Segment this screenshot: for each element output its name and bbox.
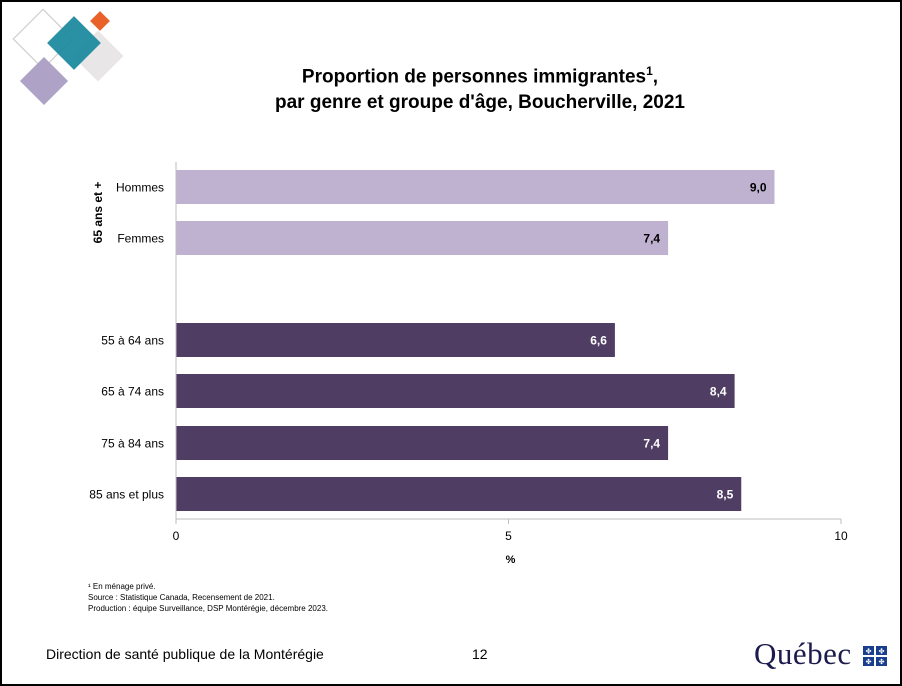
- svg-text:✤: ✤: [879, 648, 885, 656]
- category-label-2: 55 à 64 ans: [101, 334, 164, 348]
- x-axis-label: %: [506, 554, 516, 566]
- logo-purple-square: [19, 56, 69, 106]
- category-label-4: 75 à 84 ans: [101, 437, 164, 451]
- data-label-1: 7,4: [643, 232, 660, 246]
- data-label-5: 8,5: [717, 488, 734, 502]
- data-label-2: 6,6: [590, 334, 607, 348]
- note-source: Source : Statistique Canada, Recensement…: [88, 593, 275, 602]
- quebec-logo: Québec ✤ ✤ ✤ ✤: [740, 632, 900, 676]
- fleur-de-lis-flag-icon: ✤ ✤ ✤ ✤: [863, 646, 887, 666]
- category-label-5: 85 ans et plus: [89, 488, 164, 502]
- quebec-wordmark: Québec: [754, 636, 852, 671]
- x-tick-label-2: 10: [834, 529, 848, 543]
- note-private-household: ¹ En ménage privé.: [88, 582, 156, 591]
- bar-4: [176, 426, 669, 460]
- logo-teal-square: [47, 16, 101, 70]
- note-production: Production : équipe Surveillance, DSP Mo…: [88, 604, 328, 613]
- chart-title: Proportion de personnes immigrantes1, pa…: [180, 58, 780, 116]
- title-line1-end: ,: [652, 66, 659, 88]
- svg-text:✤: ✤: [866, 658, 872, 666]
- svg-text:✤: ✤: [866, 648, 872, 656]
- title-line1: Proportion de personnes immigrantes: [301, 66, 647, 88]
- x-tick-label-0: 0: [173, 529, 180, 543]
- bar-0: [176, 170, 775, 204]
- footer-organization: Direction de santé publique de la Montér…: [46, 646, 324, 662]
- logo-orange-square: [90, 11, 110, 31]
- data-label-4: 7,4: [643, 437, 660, 451]
- bar-1: [176, 221, 669, 255]
- decorative-logo: [12, 8, 124, 106]
- x-tick-label-1: 5: [505, 529, 512, 543]
- bar-2: [176, 323, 615, 357]
- title-line2: par genre et groupe d'âge, Boucherville,…: [275, 92, 685, 114]
- bar-3: [176, 374, 735, 408]
- data-label-0: 9,0: [750, 181, 767, 195]
- category-label-1: Femmes: [117, 232, 164, 246]
- chart-notes: ¹ En ménage privé. Source : Statistique …: [88, 581, 328, 614]
- category-label-0: Hommes: [116, 181, 164, 195]
- logo-outline-square: [12, 8, 74, 70]
- bar-5: [176, 477, 742, 511]
- title-footnote-mark: 1: [646, 64, 653, 78]
- data-label-3: 8,4: [710, 385, 727, 399]
- group-label: 65 ans et +: [91, 182, 105, 244]
- svg-text:✤: ✤: [879, 658, 885, 666]
- page-number: 12: [472, 646, 488, 662]
- category-label-3: 65 à 74 ans: [101, 385, 164, 399]
